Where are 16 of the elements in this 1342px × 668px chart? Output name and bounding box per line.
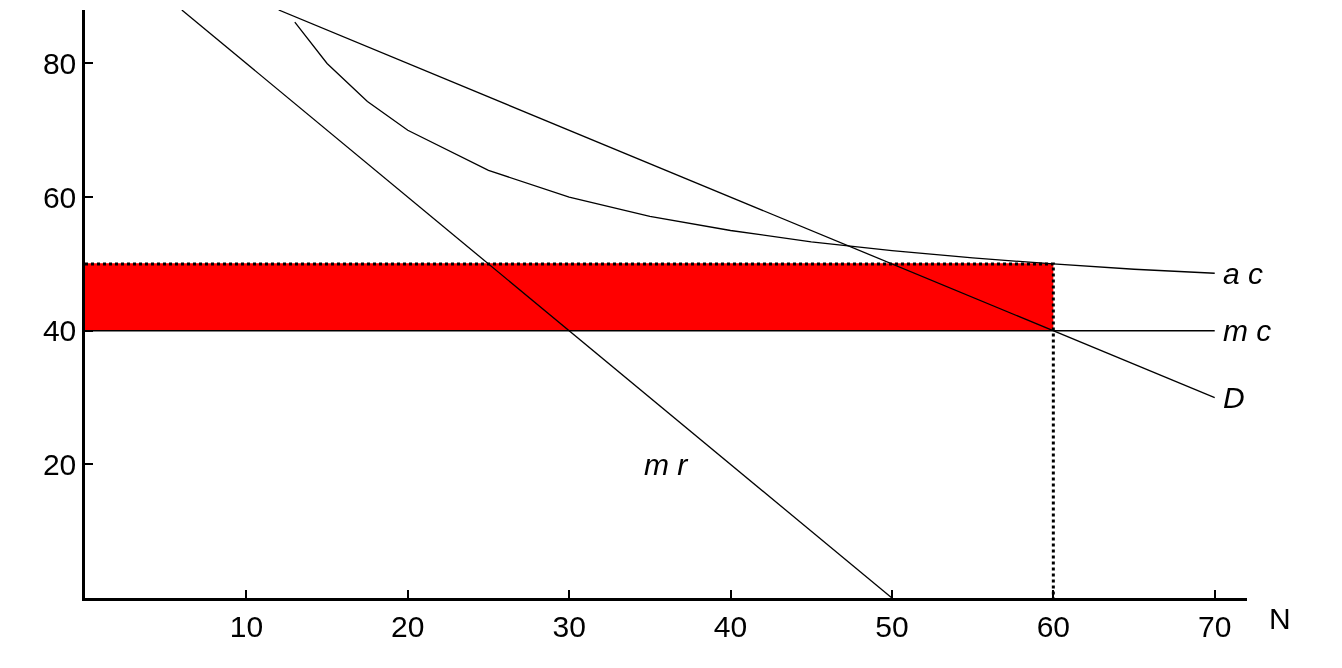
y-tick-label: 40 xyxy=(42,314,77,348)
series-label: D xyxy=(1223,381,1245,414)
y-tick-label: 60 xyxy=(42,180,77,214)
x-tick-label: 40 xyxy=(713,609,748,643)
series-label: m c xyxy=(1223,314,1272,347)
y-tick-label: 80 xyxy=(42,46,77,80)
x-axis-title: N xyxy=(1269,602,1291,635)
y-tick-label: 20 xyxy=(42,447,77,481)
series-label: a c xyxy=(1223,257,1264,290)
x-tick-label: 30 xyxy=(552,609,586,643)
x-tick-label: 60 xyxy=(1036,609,1071,643)
x-tick-label: 10 xyxy=(229,609,264,643)
x-tick-label: 70 xyxy=(1198,609,1232,643)
annotation: m r xyxy=(644,448,689,481)
x-tick-label: 20 xyxy=(391,609,425,643)
x-tick-label: 50 xyxy=(875,609,909,643)
